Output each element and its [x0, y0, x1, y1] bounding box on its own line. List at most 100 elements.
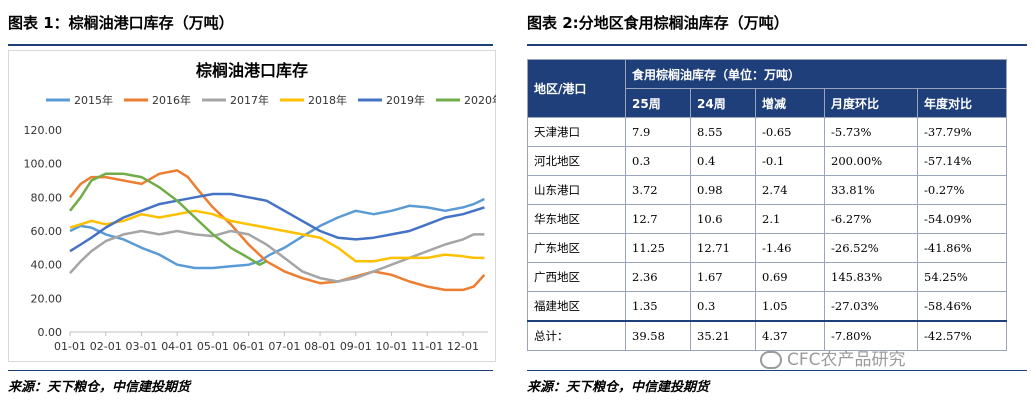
- table-row-label: 广西地区: [527, 262, 626, 292]
- table-column-header-row: 25周 24周 增减 月度环比 年度对比: [528, 88, 1007, 118]
- table-cell: 0.3: [625, 146, 691, 176]
- left-panel-source: 来源：天下粮仓，中信建投期货: [8, 380, 191, 395]
- x-tick-label: 05-01: [197, 340, 229, 353]
- x-tick-label: 08-01: [304, 340, 336, 353]
- table-cell: -42.57%: [917, 320, 1007, 351]
- left-panel-heading: 图表 1：棕榈油港口库存（万吨）: [8, 14, 234, 32]
- legend-label: 2016年: [152, 93, 191, 107]
- y-tick-label: 60.00: [31, 225, 63, 238]
- series-line: [69, 169, 486, 292]
- table-cell: -37.79%: [917, 117, 1007, 147]
- y-tick-label: 100.00: [24, 158, 63, 171]
- chart-legend: 2015年 2016年 2017年 2018年 2019年 2020年: [46, 93, 496, 107]
- table-row: 山东港口 3.72 0.98 2.74 33.81% -0.27%: [527, 175, 1007, 205]
- table-row-label: 河北地区: [527, 146, 626, 176]
- series-lines: [69, 169, 486, 292]
- table-cell: 10.6: [690, 204, 756, 234]
- table-cell: 35.21: [690, 320, 756, 351]
- table-cell: 39.58: [625, 320, 691, 351]
- table-cell: -58.46%: [917, 291, 1007, 322]
- table-cell: 0.3: [690, 291, 756, 322]
- y-axis: 0.00 20.00 40.00 60.00 80.00 100.00 120.00: [24, 124, 63, 339]
- table-cell: 54.25%: [917, 262, 1007, 292]
- table-column-header: 年度对比: [917, 88, 1007, 118]
- table-cell: -0.65: [755, 117, 825, 147]
- table-cell: 2.36: [625, 262, 691, 292]
- table-column-header: 增减: [755, 88, 825, 118]
- table-cell: 8.55: [690, 117, 756, 147]
- table-cell: -1.46: [755, 233, 825, 263]
- table-cell: -57.14%: [917, 146, 1007, 176]
- legend-label: 2020年: [464, 93, 496, 107]
- y-tick-label: 120.00: [24, 124, 63, 137]
- watermark-text: CFC农产品研究: [787, 350, 906, 370]
- table-cell: 3.72: [625, 175, 691, 205]
- table-row: 华东地区 12.7 10.6 2.1 -6.27% -54.09%: [527, 204, 1007, 234]
- x-tick-label: 02-01: [90, 340, 122, 353]
- series-line: [69, 229, 485, 283]
- table-row-label: 山东港口: [527, 175, 626, 205]
- table-cell: 12.7: [625, 204, 691, 234]
- table-cell: 200.00%: [824, 146, 918, 176]
- right-panel-source: 来源：天下粮仓，中信建投期货: [527, 380, 710, 395]
- table-cell: 12.71: [690, 233, 756, 263]
- table-cell: 4.37: [755, 320, 825, 351]
- table-cell: 1.05: [755, 291, 825, 322]
- table-row: 广西地区 2.36 1.67 0.69 145.83% 54.25%: [527, 262, 1007, 292]
- series-line: [69, 172, 268, 266]
- legend-label: 2015年: [74, 93, 113, 107]
- y-tick-label: 20.00: [31, 292, 63, 305]
- wechat-icon: [760, 351, 782, 369]
- table-cell: 2.74: [755, 175, 825, 205]
- table-cell: 33.81%: [824, 175, 918, 205]
- right-source-rule: [527, 370, 1027, 371]
- legend-label: 2018年: [308, 93, 347, 107]
- series-line: [69, 192, 485, 253]
- right-panel-heading: 图表 2:分地区食用棕榈油库存（万吨）: [527, 14, 789, 32]
- table-cell: -5.73%: [824, 117, 918, 147]
- x-tick-label: 07-01: [268, 340, 300, 353]
- left-source-rule: [8, 370, 493, 371]
- x-tick-label: 09-01: [340, 340, 372, 353]
- table-cell: -27.03%: [824, 291, 918, 322]
- table-row: 河北地区 0.3 0.4 -0.1 200.00% -57.14%: [527, 146, 1007, 176]
- table-row-label: 华东地区: [527, 204, 626, 234]
- table-cell: 0.69: [755, 262, 825, 292]
- table-cell: -41.86%: [917, 233, 1007, 263]
- x-tick-label: 12-01: [447, 340, 479, 353]
- x-tick-label: 10-01: [376, 340, 408, 353]
- table-column-header: 月度环比: [824, 88, 918, 118]
- table-cell: 0.98: [690, 175, 756, 205]
- right-heading-rule: [527, 44, 1027, 46]
- table-row: 总计： 39.58 35.21 4.37 -7.80% -42.57%: [527, 320, 1007, 351]
- x-tick-label: 11-01: [411, 340, 443, 353]
- table-body: 天津港口 7.9 8.55 -0.65 -5.73% -37.79% 河北地区 0.3 0.4-…: [527, 117, 1007, 351]
- y-tick-label: 40.00: [31, 259, 63, 272]
- x-axis: 01-01 02-01 03-01 04-01 05-01 06-01 07-01 08-01…: [54, 331, 488, 353]
- x-tick-label: 04-01: [161, 340, 193, 353]
- chart-title: 棕榈油港口库存: [196, 61, 308, 80]
- port-inventory-chart: 棕榈油港口库存 2015年 2016年 2017年 2018年 2019年 2020年 0…: [8, 50, 496, 362]
- x-tick-label: 03-01: [125, 340, 157, 353]
- legend-label: 2017年: [230, 93, 269, 107]
- x-tick-label: 06-01: [233, 340, 265, 353]
- table-row: 福建地区 1.35 0.3 1.05 -27.03% -58.46%: [527, 291, 1007, 322]
- series-line: [69, 209, 485, 263]
- table-row: 天津港口 7.9 8.55 -0.65 -5.73% -37.79%: [527, 117, 1007, 147]
- table-row-label: 天津港口: [527, 117, 626, 147]
- table-cell: 0.4: [690, 146, 756, 176]
- table-cell: 1.35: [625, 291, 691, 322]
- y-tick-label: 0.00: [38, 326, 63, 339]
- table-row-label: 总计：: [527, 320, 626, 351]
- left-heading-rule: [8, 44, 493, 46]
- table-corner-header: 地区/港口: [527, 59, 626, 118]
- table-row: 广东地区 11.25 12.71 -1.46 -26.52% -41.86%: [527, 233, 1007, 263]
- table-row-label: 福建地区: [527, 291, 626, 322]
- table-cell: -7.80%: [824, 320, 918, 351]
- table-cell: -0.1: [755, 146, 825, 176]
- table-row-label: 广东地区: [527, 233, 626, 263]
- y-tick-label: 80.00: [31, 191, 63, 204]
- table-cell: 7.9: [625, 117, 691, 147]
- table-cell: 11.25: [625, 233, 691, 263]
- regional-inventory-table: 地区/港口 食用棕榈油库存（单位：万吨） 25周 24周 增减 月度环比 年度对比 天津…: [527, 59, 1007, 351]
